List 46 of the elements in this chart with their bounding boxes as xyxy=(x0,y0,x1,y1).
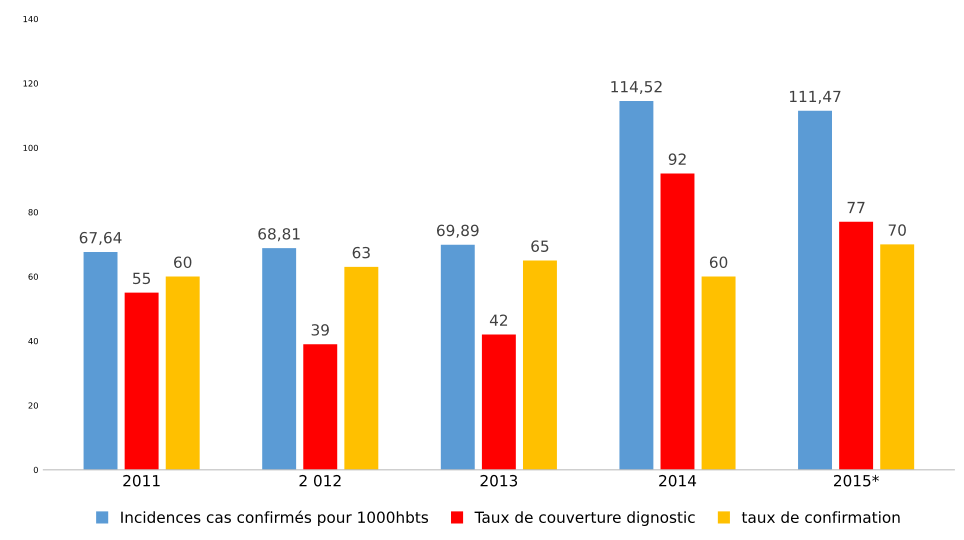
bar xyxy=(660,173,694,470)
data-label: 77 xyxy=(848,202,865,214)
legend-label: Taux de couverture dignostic xyxy=(474,511,695,526)
data-label: 67,64 xyxy=(80,232,122,245)
x-tick-label: 2011 xyxy=(123,474,160,486)
bar xyxy=(482,334,516,470)
data-label: 65 xyxy=(531,240,548,252)
bar xyxy=(798,110,832,470)
bar xyxy=(522,260,557,470)
y-tick-label: 80 xyxy=(28,209,38,216)
data-label: 111,47 xyxy=(790,90,840,104)
y-tick-label: 20 xyxy=(28,402,38,409)
legend-label: taux de confirmation xyxy=(742,511,900,524)
data-label: 68,81 xyxy=(258,228,300,242)
x-tick-label: 2013 xyxy=(480,474,518,486)
data-label: 69,89 xyxy=(436,224,479,238)
bar xyxy=(440,244,475,470)
data-label: 63 xyxy=(352,246,370,258)
y-tick-label: 40 xyxy=(28,338,38,344)
bar xyxy=(702,276,736,470)
bar xyxy=(303,344,338,470)
x-tick-label: 2 012 xyxy=(299,474,341,486)
bar xyxy=(124,292,159,470)
data-label: 60 xyxy=(710,256,728,268)
data-label: 60 xyxy=(174,256,192,268)
bar xyxy=(344,266,378,470)
data-label: 92 xyxy=(668,153,686,165)
legend-label: Incidences cas confirmés pour 1000hbts xyxy=(121,510,428,526)
data-label: 114,52 xyxy=(611,80,662,94)
bar xyxy=(166,276,200,470)
y-tick-label: 140 xyxy=(24,16,38,22)
bar xyxy=(839,222,874,470)
y-tick-label: 60 xyxy=(28,274,38,280)
x-tick-label: 2015* xyxy=(834,474,879,486)
bar xyxy=(619,100,654,470)
data-label: 42 xyxy=(490,314,508,326)
data-label: 70 xyxy=(888,224,906,236)
data-label: 55 xyxy=(133,272,150,284)
bar xyxy=(880,244,914,470)
x-tick-label: 2014 xyxy=(659,474,696,486)
bar xyxy=(84,252,118,470)
y-tick-label: 100 xyxy=(24,144,38,152)
data-label: 39 xyxy=(312,324,329,336)
y-tick-label: 120 xyxy=(24,80,38,87)
bar xyxy=(262,248,296,470)
y-tick-label: 0 xyxy=(34,466,38,474)
